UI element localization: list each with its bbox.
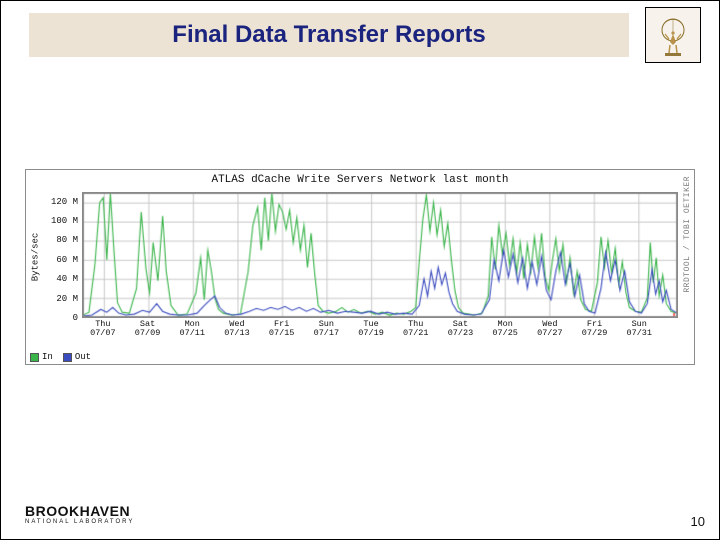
y-tick-label: 60 M xyxy=(56,255,78,265)
x-tick-label: Sun07/17 xyxy=(314,320,340,338)
x-tick-label: Sun07/31 xyxy=(626,320,652,338)
atlas-statue-icon xyxy=(651,13,695,57)
legend-swatch xyxy=(63,353,72,362)
legend-swatch xyxy=(30,353,39,362)
y-tick-label: 120 M xyxy=(51,197,78,207)
chart-card: ATLAS dCache Write Servers Network last … xyxy=(25,169,695,365)
x-tick-label: Wed07/13 xyxy=(224,320,250,338)
plot-area xyxy=(82,192,678,318)
x-tick-label: Wed07/27 xyxy=(537,320,563,338)
y-ticks: 020 M40 M60 M80 M100 M120 M xyxy=(44,192,80,318)
plot-canvas xyxy=(83,193,677,317)
page-title: Final Data Transfer Reports xyxy=(172,21,485,49)
y-tick-label: 0 xyxy=(73,313,78,323)
legend-item: Out xyxy=(63,352,91,362)
y-tick-label: 20 M xyxy=(56,294,78,304)
y-axis-label-text: Bytes/sec xyxy=(30,233,40,282)
legend-item: In xyxy=(30,352,53,362)
atlas-logo xyxy=(645,7,701,63)
brookhaven-logo-text: BROOKHAVEN xyxy=(25,503,130,519)
slide: Final Data Transfer Reports ATLAS dCache… xyxy=(0,0,720,540)
x-tick-label: Thu07/21 xyxy=(403,320,429,338)
y-tick-label: 80 M xyxy=(56,235,78,245)
legend-label: Out xyxy=(75,352,91,362)
x-tick-label: Mon07/25 xyxy=(492,320,518,338)
page-number: 10 xyxy=(691,514,705,529)
x-tick-label: Fri07/29 xyxy=(582,320,608,338)
y-tick-label: 100 M xyxy=(51,216,78,226)
x-tick-label: Sat07/23 xyxy=(448,320,474,338)
x-tick-label: Tue07/19 xyxy=(358,320,384,338)
y-tick-label: 40 M xyxy=(56,274,78,284)
title-bar: Final Data Transfer Reports xyxy=(29,13,629,57)
chart-watermark: RRDTOOL / TOBI OETIKER xyxy=(683,176,692,293)
x-tick-label: Fri07/15 xyxy=(269,320,295,338)
x-tick-label: Sat07/09 xyxy=(135,320,161,338)
brookhaven-logo: BROOKHAVEN NATIONAL LABORATORY xyxy=(25,503,134,525)
brookhaven-logo-sub: NATIONAL LABORATORY xyxy=(25,519,134,525)
y-axis-label: Bytes/sec xyxy=(28,192,42,322)
x-tick-label: Thu07/07 xyxy=(90,320,116,338)
chart-title: ATLAS dCache Write Servers Network last … xyxy=(26,174,694,186)
x-ticks: Thu07/07 Sat07/09 Mon07/11 Wed07/13 Fri07/15… xyxy=(82,320,678,346)
legend-label: In xyxy=(42,352,53,362)
chart-legend: In Out xyxy=(30,352,91,362)
x-tick-label: Mon07/11 xyxy=(179,320,205,338)
